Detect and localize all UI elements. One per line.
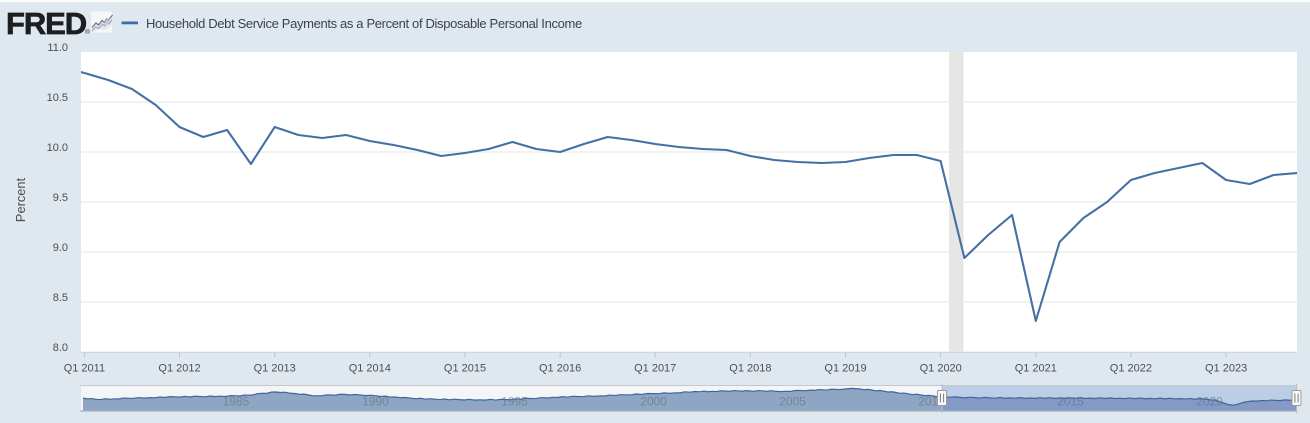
svg-text:10.5: 10.5 xyxy=(47,92,68,104)
svg-text:8.5: 8.5 xyxy=(53,292,68,304)
svg-text:Household Debt Service Payment: Household Debt Service Payments as a Per… xyxy=(146,16,582,31)
svg-text:9.0: 9.0 xyxy=(53,242,68,254)
svg-text:2020: 2020 xyxy=(1196,395,1223,409)
svg-text:Q1 2019: Q1 2019 xyxy=(824,363,866,375)
svg-text:1995: 1995 xyxy=(501,395,528,409)
svg-text:Q1 2018: Q1 2018 xyxy=(729,363,771,375)
svg-text:Q1 2020: Q1 2020 xyxy=(920,363,962,375)
svg-text:1985: 1985 xyxy=(223,395,250,409)
svg-text:Q1 2014: Q1 2014 xyxy=(349,363,391,375)
svg-text:Q1 2021: Q1 2021 xyxy=(1015,363,1057,375)
svg-text:11.0: 11.0 xyxy=(47,42,68,54)
svg-text:8.0: 8.0 xyxy=(53,342,68,354)
svg-text:Q1 2016: Q1 2016 xyxy=(539,363,581,375)
svg-text:®: ® xyxy=(85,28,90,36)
svg-text:Q1 2013: Q1 2013 xyxy=(254,363,296,375)
svg-text:Q1 2017: Q1 2017 xyxy=(634,363,676,375)
svg-text:Q1 2023: Q1 2023 xyxy=(1205,363,1247,375)
svg-text:Percent: Percent xyxy=(13,178,28,223)
svg-text:Q1 2012: Q1 2012 xyxy=(158,363,200,375)
svg-text:2005: 2005 xyxy=(779,395,806,409)
svg-text:Q1 2015: Q1 2015 xyxy=(444,363,486,375)
svg-text:2015: 2015 xyxy=(1057,395,1084,409)
svg-text:Q1 2022: Q1 2022 xyxy=(1110,363,1152,375)
svg-text:FRED: FRED xyxy=(6,6,87,41)
svg-text:9.5: 9.5 xyxy=(53,192,68,204)
svg-text:10.0: 10.0 xyxy=(47,142,68,154)
svg-text:Q1 2011: Q1 2011 xyxy=(64,363,105,375)
svg-text:1990: 1990 xyxy=(362,395,389,409)
svg-text:2000: 2000 xyxy=(640,395,667,409)
